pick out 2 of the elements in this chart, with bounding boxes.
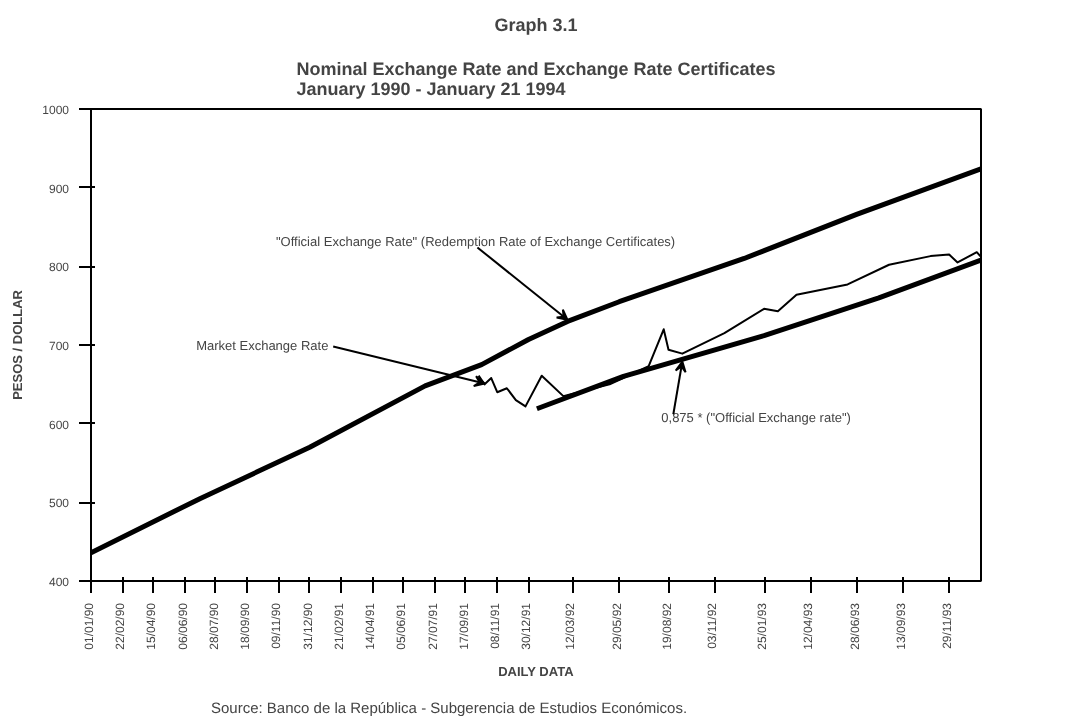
chart-subtitle: Nominal Exchange Rate and Exchange Rate Certificates January 1990 - January 21 1994 bbox=[296, 59, 776, 99]
chart-title: Graph 3.1 bbox=[494, 15, 578, 35]
